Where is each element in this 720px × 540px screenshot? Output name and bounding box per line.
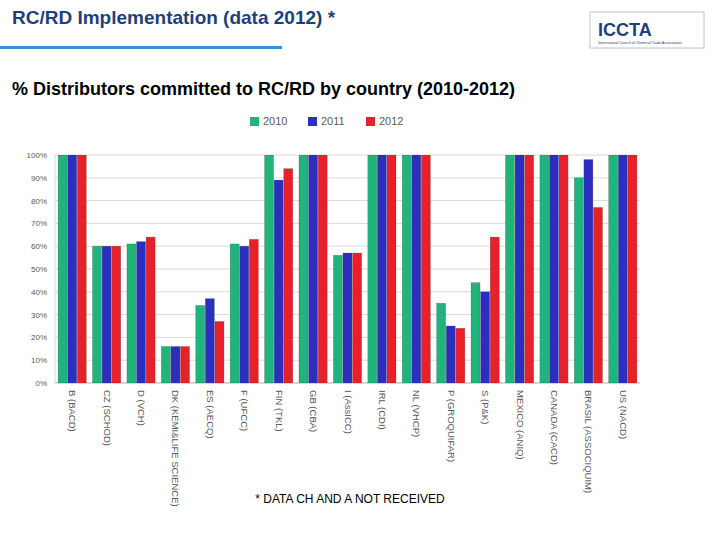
bar [515, 155, 524, 383]
x-tick-label: B (BACD) [67, 390, 78, 432]
bar [540, 155, 549, 383]
bar [353, 253, 362, 383]
x-tick-label: D (VCH) [136, 390, 147, 426]
x-tick-label: I (AssICC) [343, 390, 354, 434]
bar [93, 246, 102, 383]
logo-box [590, 12, 704, 48]
y-tick-label: 10% [31, 356, 47, 365]
x-tick-label: P (GROQUIFAR) [446, 390, 457, 462]
bar [215, 321, 224, 383]
slide: RC/RD Implementation (data 2012) *ICCTAI… [0, 0, 720, 540]
bar [593, 207, 602, 383]
legend-label: 2012 [379, 115, 403, 127]
bar [471, 283, 480, 383]
logo-subtitle: International Council of Chemical Trade … [598, 41, 682, 45]
bar [525, 155, 534, 383]
bar [333, 255, 342, 383]
x-tick-label: F (UFCC) [239, 390, 250, 431]
x-tick-label: ES (AECQ) [205, 390, 216, 439]
bar [609, 155, 618, 383]
y-tick-label: 20% [31, 333, 47, 342]
y-tick-label: 50% [31, 265, 47, 274]
bar [318, 155, 327, 383]
legend-label: 2011 [321, 115, 345, 127]
y-tick-label: 0% [35, 379, 47, 388]
legend-swatch [366, 117, 375, 126]
bar [343, 253, 352, 383]
bar [490, 237, 499, 383]
y-tick-label: 30% [31, 311, 47, 320]
footnote: * DATA CH AND A NOT RECEIVED [255, 492, 445, 506]
legend-swatch [250, 117, 259, 126]
bar [505, 155, 514, 383]
y-tick-label: 40% [31, 288, 47, 297]
chart-subtitle: % Distributors committed to RC/RD by cou… [12, 79, 515, 99]
bar [171, 347, 180, 383]
bar [584, 160, 593, 383]
y-tick-label: 60% [31, 242, 47, 251]
bar [265, 155, 274, 383]
y-tick-label: 70% [31, 219, 47, 228]
bar [240, 246, 249, 383]
bar [230, 244, 239, 383]
bar [549, 155, 558, 383]
bar [112, 246, 121, 383]
x-tick-label: DK (KEMI&LIFE SCIENCE) [170, 390, 181, 507]
y-tick-label: 80% [31, 197, 47, 206]
bar [274, 180, 283, 383]
bar [456, 328, 465, 383]
bar [559, 155, 568, 383]
bar [421, 155, 430, 383]
logo-text: ICCTA [598, 20, 652, 40]
bar [446, 326, 455, 383]
bar [68, 155, 77, 383]
bar [196, 305, 205, 383]
y-axis [55, 155, 56, 383]
y-tick-label: 100% [27, 151, 47, 160]
x-tick-label: CZ (SCHOD) [102, 390, 113, 446]
x-tick-label: CANADA (CACD) [549, 390, 560, 465]
bar [284, 169, 293, 383]
bar [437, 303, 446, 383]
bar [161, 347, 170, 383]
bar [402, 155, 411, 383]
x-tick-label: MEXICO (ANIQ) [515, 390, 526, 460]
legend-swatch [308, 117, 317, 126]
x-tick-label: NL (VHCP) [411, 390, 422, 437]
slide-title: RC/RD Implementation (data 2012) * [12, 7, 336, 28]
bar [102, 246, 111, 383]
bar [249, 239, 258, 383]
bar [146, 237, 155, 383]
x-tick-label: GB (CBA) [308, 390, 319, 432]
bar [574, 178, 583, 383]
bar [205, 299, 214, 383]
x-tick-label: S (P&K) [480, 390, 491, 424]
bar [77, 155, 86, 383]
bar [181, 347, 190, 383]
bars [58, 155, 637, 383]
x-tick-label: US (NACD) [618, 390, 629, 439]
bar [387, 155, 396, 383]
bar [299, 155, 308, 383]
bar [628, 155, 637, 383]
bar [481, 292, 490, 383]
title-underline [0, 46, 282, 49]
bar [127, 244, 136, 383]
bar [137, 242, 146, 383]
y-tick-label: 90% [31, 174, 47, 183]
x-tick-label: FIN (TKL) [274, 390, 285, 432]
x-tick-label: IRL (CDI) [377, 390, 388, 430]
bar [368, 155, 377, 383]
legend-label: 2010 [263, 115, 287, 127]
bar [618, 155, 627, 383]
bar [377, 155, 386, 383]
bar [58, 155, 67, 383]
x-tick-label: BRASIL (ASSOCIQUIM) [583, 390, 594, 493]
bar [309, 155, 318, 383]
bar [412, 155, 421, 383]
